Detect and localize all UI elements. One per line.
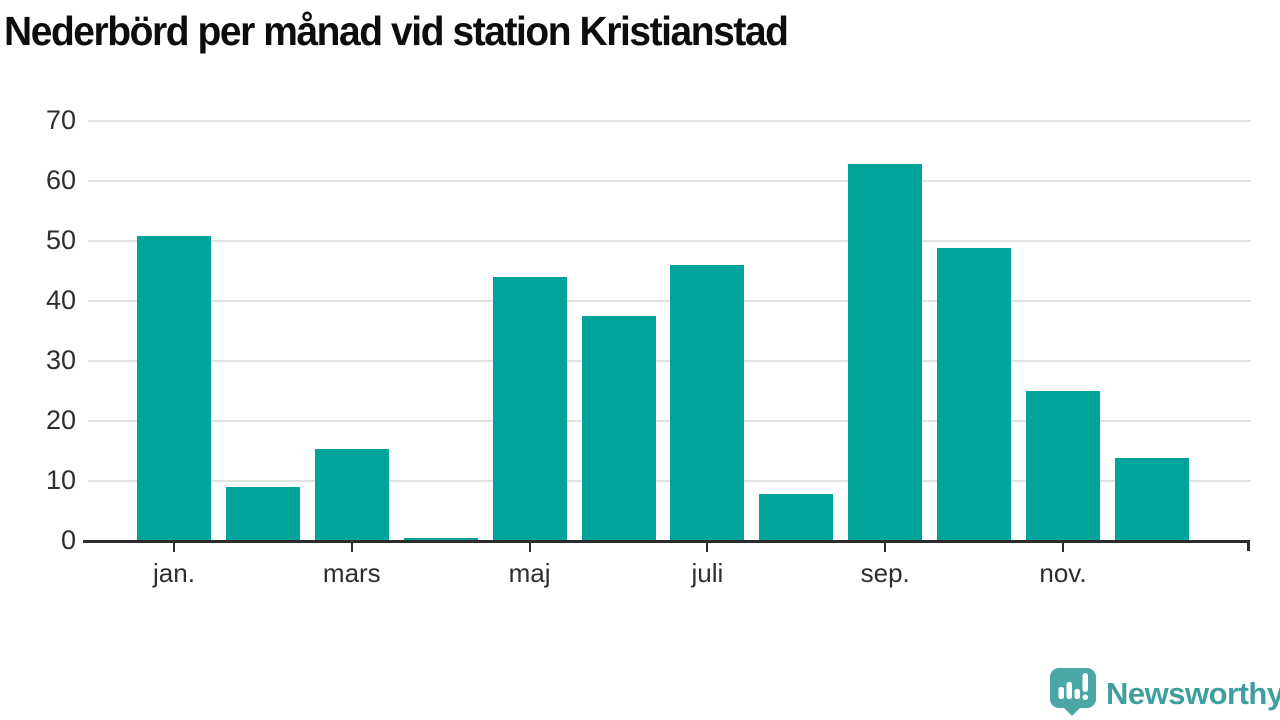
bar-okt: [937, 247, 1012, 541]
bar-maj: [492, 277, 567, 541]
bar-aug: [759, 493, 834, 541]
y-gridline-50: [88, 239, 1251, 242]
x-axis-line: [83, 539, 1250, 543]
newsworthy-logo-icon: [1048, 666, 1098, 720]
y-gridline-40: [88, 299, 1251, 302]
brand-footer: Newsworthy: [1048, 666, 1280, 720]
x-axis-tick-mars: [350, 542, 353, 552]
bar-juni: [581, 315, 656, 541]
y-gridline-30: [88, 359, 1251, 362]
y-axis-tick-label: 30: [45, 345, 76, 375]
y-axis-tick-label: 10: [45, 465, 76, 495]
x-axis-tick-juli: [706, 542, 709, 552]
y-axis-tick-label: 60: [45, 165, 76, 195]
bar-juli: [670, 264, 745, 541]
y-gridline-10: [88, 479, 1251, 482]
x-axis-end-cap: [1247, 539, 1250, 551]
y-gridline-60: [88, 179, 1251, 182]
bar-nov: [1026, 390, 1100, 541]
chart-title: Nederbörd per månad vid station Kristian…: [4, 8, 789, 54]
y-axis-tick-label: 40: [45, 285, 76, 315]
newsworthy-wordmark: Newsworthy: [1106, 675, 1280, 711]
y-axis-tick-label: 0: [60, 525, 76, 555]
bar-sep: [848, 163, 923, 541]
x-axis-tick-label: maj: [508, 558, 551, 588]
x-axis-tick-label: mars: [322, 558, 381, 588]
x-axis-tick-sep: [884, 542, 887, 552]
bar-feb: [225, 487, 300, 541]
y-gridline-20: [88, 419, 1251, 422]
bar-mars: [314, 449, 389, 541]
x-axis-tick-nov: [1062, 542, 1064, 552]
x-axis-tick-label: sep.: [860, 558, 910, 588]
bar-dec: [1114, 458, 1189, 541]
y-axis-tick-label: 70: [45, 105, 76, 135]
x-axis-tick-label: jan.: [153, 558, 195, 588]
y-axis-tick-label: 20: [45, 405, 76, 435]
bar-jan: [137, 235, 211, 541]
x-axis-tick-maj: [528, 542, 531, 552]
y-axis-tick-label: 50: [45, 225, 76, 255]
y-gridline-70: [88, 119, 1251, 122]
x-axis-tick-label: nov.: [1039, 558, 1087, 588]
x-axis-tick-label: juli: [691, 558, 724, 588]
x-axis-tick-jan: [173, 542, 175, 552]
bar-apr: [403, 537, 478, 541]
